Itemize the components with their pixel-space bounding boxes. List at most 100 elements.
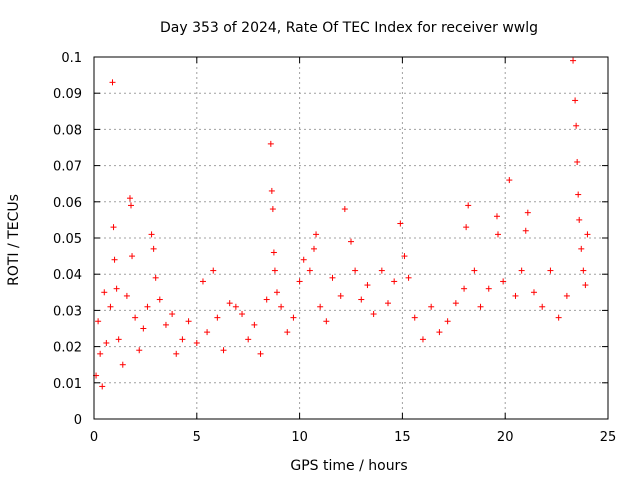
data-point: [444, 318, 451, 325]
data-point: [110, 224, 117, 231]
data-point: [524, 209, 531, 216]
data-point: [580, 267, 587, 274]
y-tick-label: 0.1: [61, 51, 82, 66]
plot-frame: [93, 56, 609, 420]
data-point: [358, 296, 365, 303]
y-tick-label: 0.02: [53, 341, 82, 356]
data-point: [385, 300, 392, 307]
x-tick-label: 25: [600, 430, 617, 445]
data-point: [269, 206, 276, 213]
data-point: [115, 336, 122, 343]
data-point: [220, 347, 227, 354]
data-point: [584, 231, 591, 238]
data-point: [397, 220, 404, 227]
data-point: [495, 231, 502, 238]
data-point: [273, 289, 280, 296]
data-point: [263, 296, 270, 303]
data-point: [419, 336, 426, 343]
data-point: [204, 329, 211, 336]
x-tick-label: 0: [90, 430, 98, 445]
y-tick-label: 0.01: [53, 377, 82, 392]
data-point: [539, 303, 546, 310]
data-point: [465, 202, 472, 209]
data-point: [268, 187, 275, 194]
data-point: [337, 292, 344, 299]
data-point: [140, 325, 147, 332]
data-point: [245, 336, 252, 343]
data-point: [162, 321, 169, 328]
data-point: [341, 206, 348, 213]
y-tick-label: 0.06: [53, 196, 82, 211]
data-point: [193, 339, 200, 346]
x-tick-label: 20: [497, 430, 514, 445]
y-tick-label: 0.08: [53, 123, 82, 138]
data-point: [563, 292, 570, 299]
data-point: [152, 274, 159, 281]
data-point: [156, 296, 163, 303]
data-point: [329, 274, 336, 281]
x-tick-label: 10: [291, 430, 308, 445]
data-point: [239, 311, 246, 318]
data-points: [93, 57, 591, 390]
data-point: [500, 278, 507, 285]
y-tick-label: 0.04: [53, 268, 82, 283]
x-tick-label: 5: [193, 430, 201, 445]
data-point: [572, 97, 579, 104]
data-point: [547, 267, 554, 274]
data-point: [210, 267, 217, 274]
data-point: [461, 285, 468, 292]
data-point: [522, 227, 529, 234]
data-point: [493, 213, 500, 220]
x-axis-ticks: 0 5 10 15 20 25: [90, 57, 616, 445]
y-tick-label: 0: [74, 413, 82, 428]
data-point: [570, 57, 577, 64]
data-point: [518, 267, 525, 274]
y-tick-label: 0.09: [53, 87, 82, 102]
data-point: [296, 278, 303, 285]
y-tick-label: 0.03: [53, 304, 82, 319]
data-point: [95, 318, 102, 325]
data-point: [119, 361, 126, 368]
data-point: [317, 303, 324, 310]
data-point: [555, 314, 562, 321]
data-point: [378, 267, 385, 274]
data-point: [101, 289, 108, 296]
data-point: [150, 245, 157, 252]
data-point: [173, 350, 180, 357]
data-point: [199, 278, 206, 285]
data-point: [148, 231, 155, 238]
data-point: [575, 191, 582, 198]
y-axis-ticks: 0 0.01 0.02 0.03 0.04 0.05 0.06 0.07 0.08 0.09 0.1: [53, 51, 608, 428]
data-point: [103, 339, 110, 346]
data-point: [123, 292, 130, 299]
data-point: [530, 289, 537, 296]
data-point: [284, 329, 291, 336]
grid-lines: [94, 57, 608, 419]
data-point: [132, 314, 139, 321]
data-point: [370, 311, 377, 318]
data-point: [179, 336, 186, 343]
data-point: [471, 267, 478, 274]
x-axis-label: GPS time / hours: [290, 458, 407, 474]
data-point: [290, 314, 297, 321]
y-tick-label: 0.05: [53, 232, 82, 247]
data-point: [313, 231, 320, 238]
data-point: [271, 267, 278, 274]
data-point: [578, 245, 585, 252]
data-point: [257, 350, 264, 357]
data-point: [352, 267, 359, 274]
x-tick-label: 15: [394, 430, 411, 445]
data-point: [310, 245, 317, 252]
y-tick-label: 0.07: [53, 160, 82, 175]
data-point: [401, 253, 408, 260]
data-point: [576, 216, 583, 223]
data-point: [278, 303, 285, 310]
data-point: [128, 202, 135, 209]
data-point: [463, 224, 470, 231]
data-point: [485, 285, 492, 292]
data-point: [405, 274, 412, 281]
data-point: [129, 253, 136, 260]
data-point: [232, 303, 239, 310]
data-point: [99, 383, 106, 390]
